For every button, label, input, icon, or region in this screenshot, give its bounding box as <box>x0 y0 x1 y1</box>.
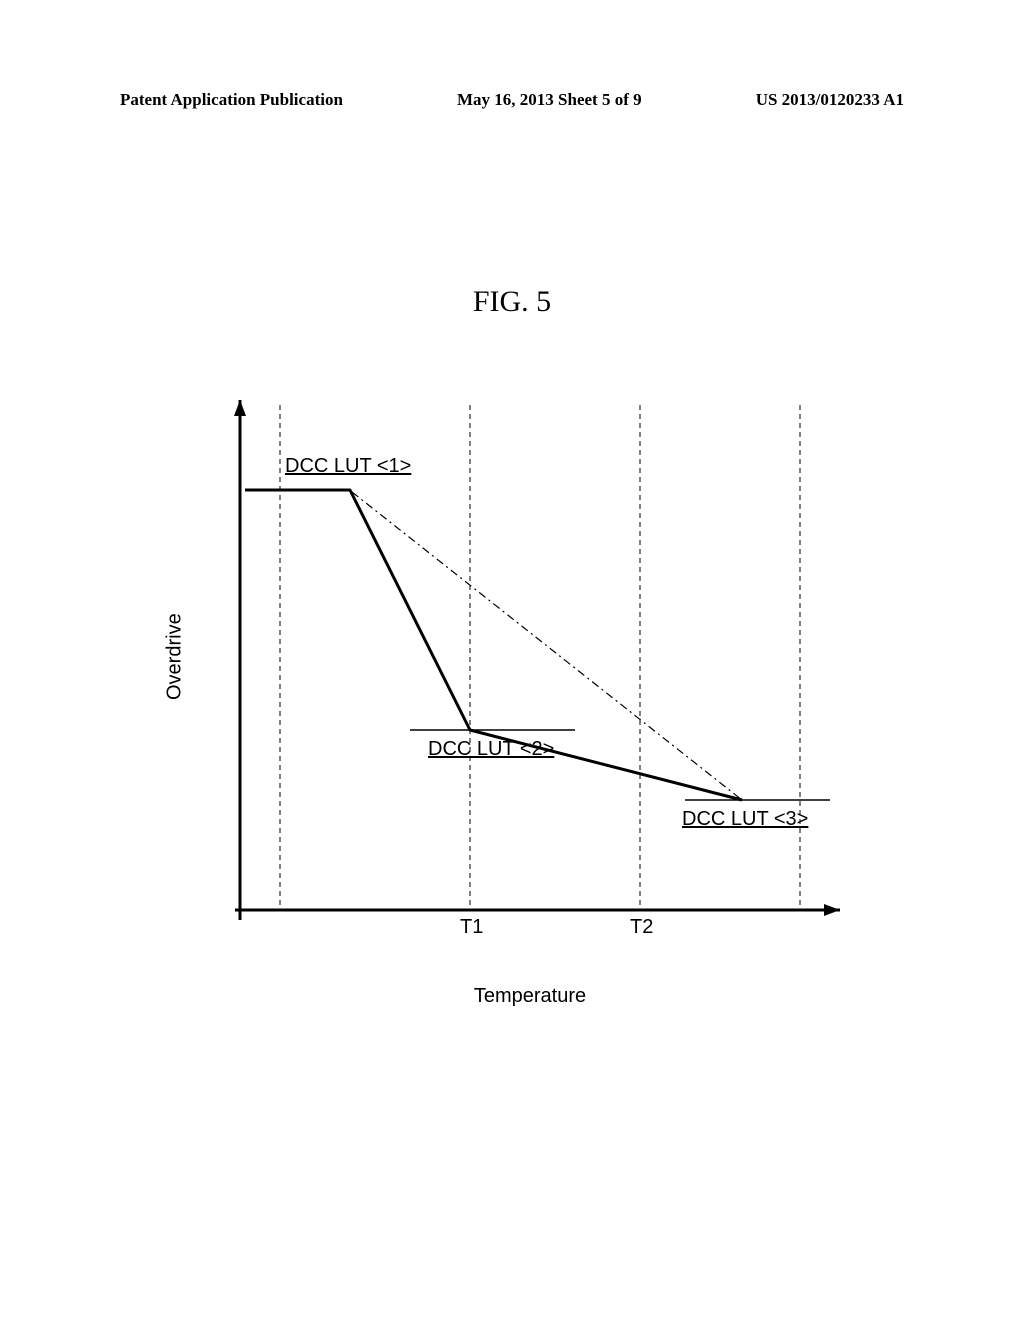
vlines <box>280 405 800 910</box>
x-axis-label: Temperature <box>474 985 586 1008</box>
header-right: US 2013/0120233 A1 <box>756 90 904 110</box>
lut-label: DCC LUT <3> <box>682 808 808 831</box>
page-header: Patent Application Publication May 16, 2… <box>0 90 1024 110</box>
y-axis-label: Overdrive <box>164 613 187 700</box>
figure-title: FIG. 5 <box>0 285 1024 319</box>
y-axis-arrow <box>234 400 246 416</box>
header-left: Patent Application Publication <box>120 90 343 110</box>
chart: Overdrive Temperature T1T2 DCC LUT <1>DC… <box>180 400 880 1000</box>
x-tick: T2 <box>630 916 653 939</box>
chart-svg <box>180 400 880 960</box>
x-tick: T1 <box>460 916 483 939</box>
header-center: May 16, 2013 Sheet 5 of 9 <box>457 90 642 110</box>
x-axis-arrow <box>824 904 840 916</box>
lut-label: DCC LUT <2> <box>428 738 554 761</box>
lut-label: DCC LUT <1> <box>285 455 411 478</box>
